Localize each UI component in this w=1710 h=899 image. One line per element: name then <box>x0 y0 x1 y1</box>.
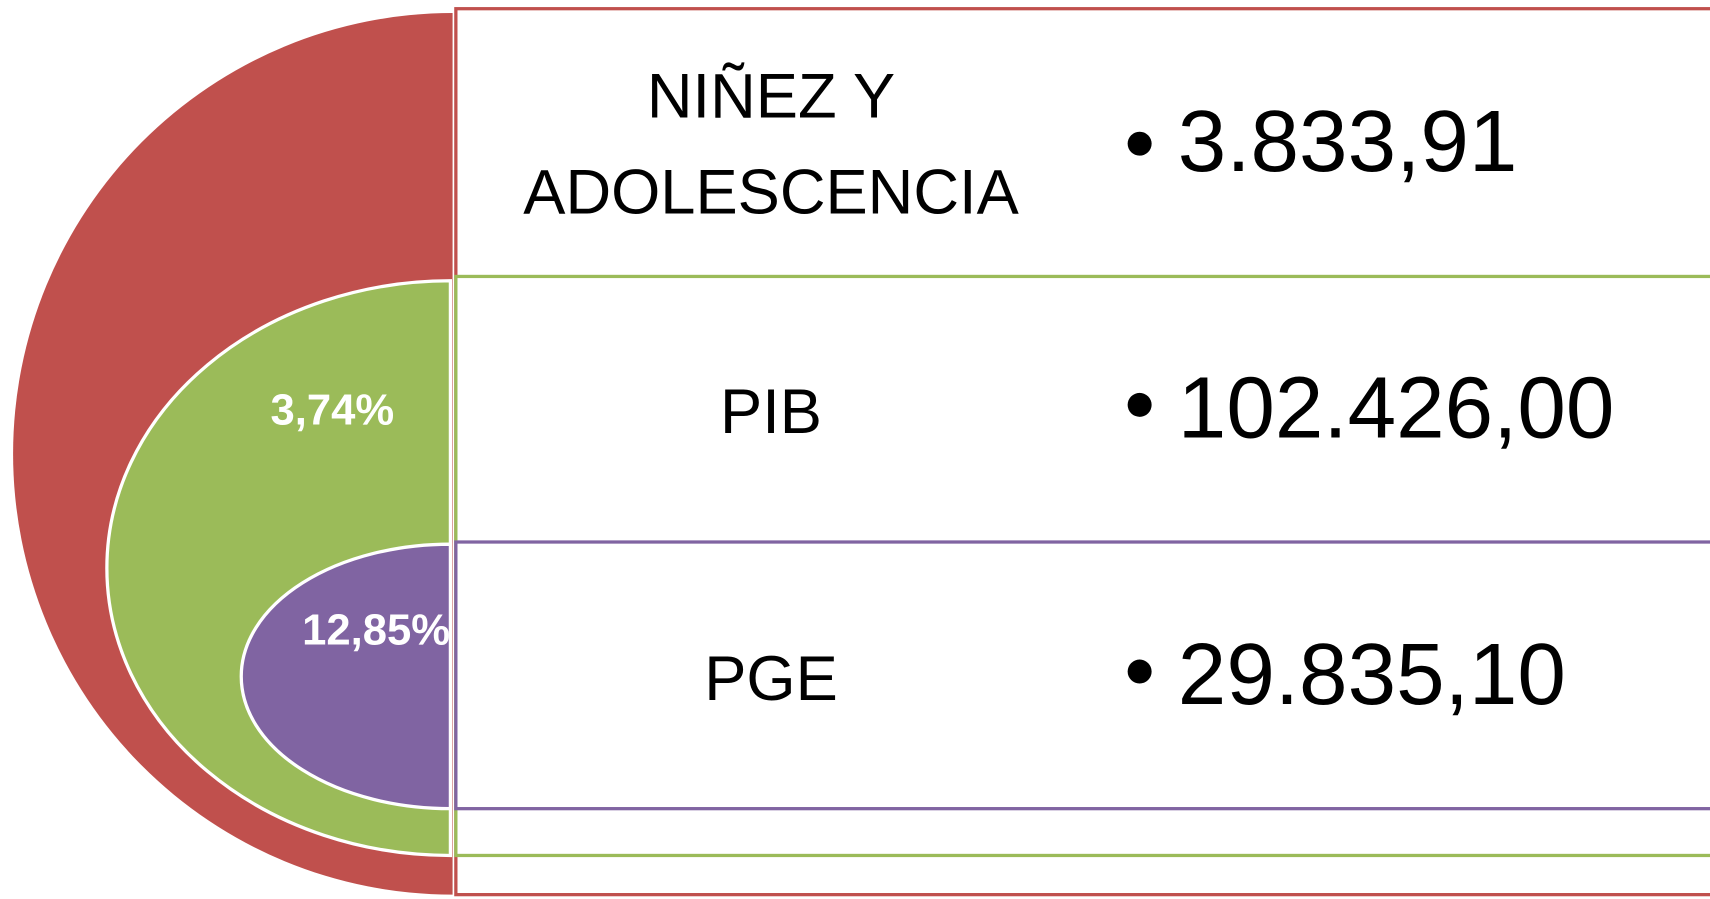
row-value: 3.833,91 <box>1178 93 1518 190</box>
bullet <box>1127 131 1152 156</box>
percentage: 12,85% <box>302 606 450 654</box>
bullet <box>1127 659 1152 684</box>
row-label: PGE <box>704 644 838 714</box>
row-label: NIÑEZ Y <box>647 62 895 132</box>
row-value: 29.835,10 <box>1178 626 1566 723</box>
row-label: ADOLESCENCIA <box>523 157 1019 227</box>
percentage: 3,74% <box>270 387 394 435</box>
purple-box <box>454 540 1710 811</box>
bullet <box>1127 392 1152 417</box>
row-label: PIB <box>720 377 822 447</box>
purple-arc <box>239 542 453 811</box>
row-value: 102.426,00 <box>1178 360 1615 457</box>
